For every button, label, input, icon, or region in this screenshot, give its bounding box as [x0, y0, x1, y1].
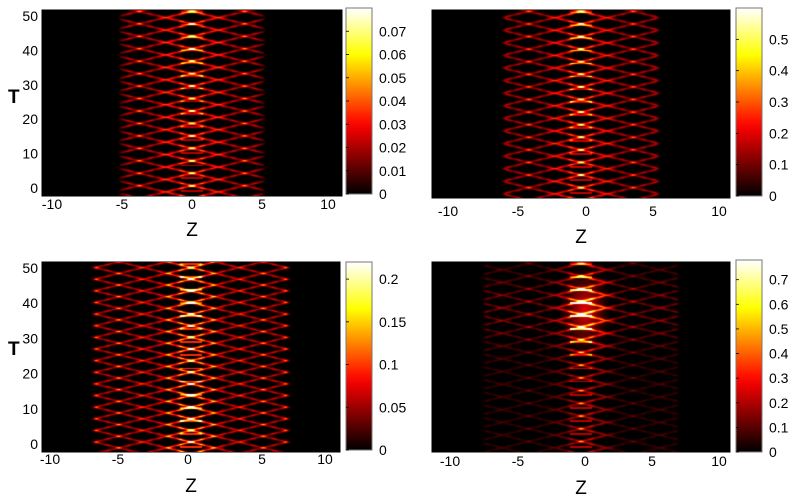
y-tick-label: 20 [22, 366, 38, 382]
x-tick-label: -10 [42, 196, 62, 212]
x-axis-label: Z [575, 227, 587, 248]
y-axis-label: T [8, 87, 20, 108]
colorbar-tick-label: 0.5 [769, 31, 789, 47]
y-tick-label: 0 [30, 436, 38, 452]
x-tick-label: 0 [188, 196, 196, 212]
y-axis-label: T [8, 339, 20, 360]
x-tick-label: 5 [258, 451, 266, 467]
colorbar-tick-label: 0.4 [769, 346, 789, 362]
heatmap-image-0 [42, 10, 342, 196]
colorbar [345, 261, 373, 451]
x-tick-label: 0 [184, 451, 192, 467]
y-tick-label: 50 [22, 8, 38, 24]
heatmap-image-2 [42, 262, 340, 452]
x-tick-label: 10 [317, 451, 333, 467]
y-tick-label: 20 [22, 111, 38, 127]
x-tick-label: -5 [112, 451, 125, 467]
x-tick-label: -10 [40, 451, 60, 467]
colorbar-tick-label: 0.3 [769, 370, 789, 386]
x-axis-label: Z [185, 476, 197, 497]
colorbar-tick-label: 0 [769, 444, 777, 460]
x-tick-label: 10 [320, 196, 336, 212]
y-tick-label: 30 [22, 330, 38, 346]
colorbar-tick-label: 0.15 [379, 314, 406, 330]
colorbar [345, 7, 373, 195]
colorbar-tick-label: 0.06 [379, 47, 406, 63]
colorbar-tick-label: 0.05 [379, 70, 406, 86]
y-tick-label: 30 [22, 77, 38, 93]
colorbar-tick-label: 0 [769, 188, 777, 204]
colorbar-tick-label: 0.3 [769, 94, 789, 110]
x-tick-label: 5 [258, 196, 266, 212]
x-tick-label: 0 [581, 453, 589, 469]
colorbar-tick-label: 0.5 [769, 321, 789, 337]
y-tick-label: 0 [30, 180, 38, 196]
heatmap-image-3 [432, 262, 730, 452]
colorbar-tick-label: 0.1 [769, 157, 789, 173]
colorbar-tick-label: 0.2 [379, 271, 399, 287]
x-tick-label: -10 [438, 203, 458, 219]
y-tick-label: 10 [22, 146, 38, 162]
colorbar-tick-label: 0.02 [379, 140, 406, 156]
colorbar [735, 259, 763, 453]
x-tick-label: -5 [512, 203, 525, 219]
x-tick-label: 10 [711, 203, 727, 219]
colorbar-tick-label: 0.1 [379, 357, 399, 373]
y-tick-label: 10 [22, 401, 38, 417]
colorbar-tick-label: 0.1 [769, 419, 789, 435]
y-tick-label: 40 [22, 295, 38, 311]
colorbar-tick-label: 0 [379, 442, 387, 458]
colorbar-tick-label: 0.07 [379, 23, 406, 39]
x-tick-label: -5 [512, 453, 525, 469]
colorbar-tick-label: 0.04 [379, 93, 406, 109]
y-tick-label: 40 [22, 42, 38, 58]
x-axis-label: Z [186, 220, 198, 241]
colorbar-tick-label: 0.03 [379, 116, 406, 132]
colorbar-tick-label: 0.01 [379, 163, 406, 179]
heatmap-image-1 [432, 10, 730, 198]
colorbar [735, 7, 763, 197]
x-tick-label: -5 [116, 196, 129, 212]
colorbar-tick-label: 0 [379, 186, 387, 202]
x-tick-label: 5 [648, 453, 656, 469]
colorbar-tick-label: 0.7 [769, 272, 789, 288]
x-axis-label: Z [575, 478, 587, 499]
colorbar-tick-label: 0.6 [769, 296, 789, 312]
x-tick-label: 10 [711, 453, 727, 469]
colorbar-tick-label: 0.4 [769, 63, 789, 79]
colorbar-tick-label: 0.2 [769, 125, 789, 141]
x-tick-label: 5 [649, 203, 657, 219]
colorbar-tick-label: 0.2 [769, 395, 789, 411]
x-tick-label: 0 [582, 203, 590, 219]
colorbar-tick-label: 0.05 [379, 399, 406, 415]
x-tick-label: -10 [440, 453, 460, 469]
y-tick-label: 50 [22, 260, 38, 276]
